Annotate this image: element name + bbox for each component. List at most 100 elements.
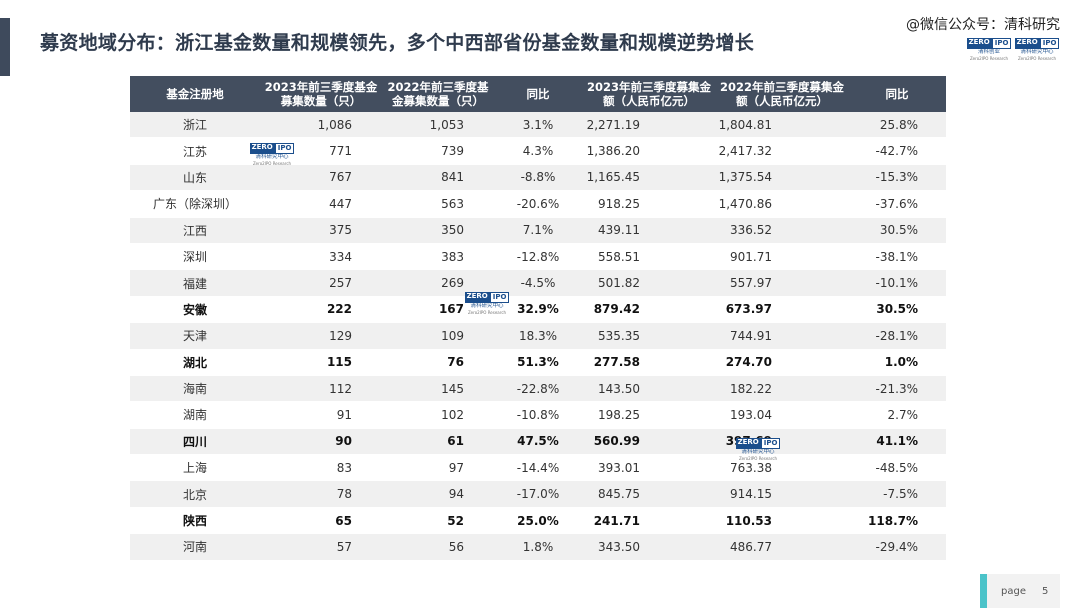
cell-amount-yoy: -15.3%: [848, 164, 946, 192]
cell-amount-2022: 1,804.81: [716, 112, 848, 139]
header-amount-2023: 2023年前三季度募集金额（人民币亿元）: [582, 76, 716, 112]
cell-count-2023: 65: [260, 507, 382, 535]
cell-count-2022: 1,053: [382, 112, 494, 139]
cell-amount-2023: 343.50: [582, 533, 716, 561]
cell-amount-2023: 918.25: [582, 190, 716, 218]
cell-count-yoy: 25.0%: [494, 507, 582, 535]
cell-amount-2023: 535.35: [582, 322, 716, 350]
cell-count-2023: 334: [260, 243, 382, 271]
cell-amount-2022: 274.70: [716, 349, 848, 376]
cell-amount-yoy: -38.1%: [848, 243, 946, 271]
cell-amount-2022: 673.97: [716, 296, 848, 324]
cell-count-2022: 350: [382, 217, 494, 244]
cell-count-2022: 841: [382, 164, 494, 192]
cell-amount-yoy: -7.5%: [848, 480, 946, 508]
table-row: 海南 112 145 -22.8% 143.50 182.22 -21.3%: [130, 375, 946, 403]
table-row: 福建 257 269 -4.5% 501.82 557.97 -10.1%: [130, 269, 946, 297]
cell-region: 四川: [130, 428, 260, 456]
header-count-2023: 2023年前三季度基金募集数量（只）: [260, 76, 382, 112]
cell-region: 广东（除深圳）: [130, 190, 260, 218]
table-watermark-logo-2: ZERO IPO 清科研究中心 Zero2IPO Research: [464, 292, 510, 315]
cell-region: 海南: [130, 375, 260, 403]
fundraising-region-table: 基金注册地 2023年前三季度基金募集数量（只） 2022年前三季度基金募集数量…: [130, 76, 946, 561]
cell-region: 北京: [130, 480, 260, 508]
cell-count-2023: 447: [260, 190, 382, 218]
zero2ipo-logo: ZERO IPO 清科创业 Zero2IPO Research: [966, 38, 1012, 61]
cell-amount-2023: 558.51: [582, 243, 716, 271]
table-row: 天津 129 109 18.3% 535.35 744.91 -28.1%: [130, 322, 946, 350]
table-row: 陕西 65 52 25.0% 241.71 110.53 118.7%: [130, 507, 946, 535]
cell-amount-2022: 486.77: [716, 533, 848, 561]
cell-count-yoy: -10.8%: [494, 401, 582, 429]
cell-count-yoy: -4.5%: [494, 269, 582, 297]
cell-count-yoy: -14.4%: [494, 454, 582, 482]
cell-count-yoy: -22.8%: [494, 375, 582, 403]
cell-amount-2023: 1,165.45: [582, 164, 716, 192]
cell-amount-2022: 336.52: [716, 217, 848, 244]
cell-count-2022: 76: [382, 349, 494, 376]
cell-count-2023: 771: [260, 137, 382, 165]
cell-count-yoy: -8.8%: [494, 164, 582, 192]
cell-amount-2022: 182.22: [716, 375, 848, 403]
table-row: 深圳 334 383 -12.8% 558.51 901.71 -38.1%: [130, 243, 946, 271]
cell-amount-2023: 501.82: [582, 269, 716, 297]
cell-count-2022: 269: [382, 269, 494, 297]
cell-region: 安徽: [130, 296, 260, 324]
table-row: 湖南 91 102 -10.8% 198.25 193.04 2.7%: [130, 401, 946, 429]
cell-count-2022: 52: [382, 507, 494, 535]
cell-amount-2022: 110.53: [716, 507, 848, 535]
cell-amount-yoy: 1.0%: [848, 349, 946, 376]
cell-count-2022: 383: [382, 243, 494, 271]
table-row: 安徽 222 167 32.9% 879.42 673.97 30.5%: [130, 296, 946, 324]
cell-count-2022: 563: [382, 190, 494, 218]
cell-region: 江西: [130, 217, 260, 244]
table-row: 北京 78 94 -17.0% 845.75 914.15 -7.5%: [130, 480, 946, 508]
cell-count-2022: 145: [382, 375, 494, 403]
cell-count-yoy: -20.6%: [494, 190, 582, 218]
cell-region: 天津: [130, 322, 260, 350]
cell-count-yoy: 18.3%: [494, 322, 582, 350]
cell-amount-2022: 763.38: [716, 454, 848, 482]
header-region: 基金注册地: [130, 76, 260, 112]
cell-amount-2023: 560.99: [582, 428, 716, 456]
cell-amount-2022: 193.04: [716, 401, 848, 429]
cell-region: 上海: [130, 454, 260, 482]
cell-amount-yoy: 30.5%: [848, 217, 946, 244]
cell-region: 山东: [130, 164, 260, 192]
cell-count-2022: 739: [382, 137, 494, 165]
cell-amount-2023: 1,386.20: [582, 137, 716, 165]
cell-count-yoy: -17.0%: [494, 480, 582, 508]
table-row: 浙江 1,086 1,053 3.1% 2,271.19 1,804.81 25.8%: [130, 112, 946, 139]
page-label: page: [1001, 585, 1026, 597]
cell-amount-yoy: -42.7%: [848, 137, 946, 165]
cell-count-yoy: -12.8%: [494, 243, 582, 271]
cell-amount-yoy: -21.3%: [848, 375, 946, 403]
cell-amount-yoy: 30.5%: [848, 296, 946, 324]
cell-count-2023: 90: [260, 428, 382, 456]
cell-count-2022: 102: [382, 401, 494, 429]
table-watermark-logo-1: ZERO IPO 清科研究中心 Zero2IPO Research: [249, 143, 295, 166]
cell-amount-yoy: -37.6%: [848, 190, 946, 218]
cell-amount-2022: 2,417.32: [716, 137, 848, 165]
cell-amount-yoy: 25.8%: [848, 112, 946, 139]
cell-count-2022: 56: [382, 533, 494, 561]
cell-count-2023: 83: [260, 454, 382, 482]
cell-region: 浙江: [130, 112, 260, 139]
cell-amount-2023: 393.01: [582, 454, 716, 482]
cell-amount-2023: 277.58: [582, 349, 716, 376]
cell-count-2022: 94: [382, 480, 494, 508]
cell-amount-yoy: -48.5%: [848, 454, 946, 482]
cell-amount-yoy: 2.7%: [848, 401, 946, 429]
cell-amount-yoy: 118.7%: [848, 507, 946, 535]
cell-count-2022: 109: [382, 322, 494, 350]
cell-amount-2022: 744.91: [716, 322, 848, 350]
cell-count-2023: 57: [260, 533, 382, 561]
cell-count-2023: 375: [260, 217, 382, 244]
cell-count-yoy: 7.1%: [494, 217, 582, 244]
cell-region: 湖南: [130, 401, 260, 429]
table-row: 广东（除深圳） 447 563 -20.6% 918.25 1,470.86 -37.6%: [130, 190, 946, 218]
cell-count-2023: 78: [260, 480, 382, 508]
cell-region: 江苏: [130, 137, 260, 165]
cell-amount-yoy: -10.1%: [848, 269, 946, 297]
